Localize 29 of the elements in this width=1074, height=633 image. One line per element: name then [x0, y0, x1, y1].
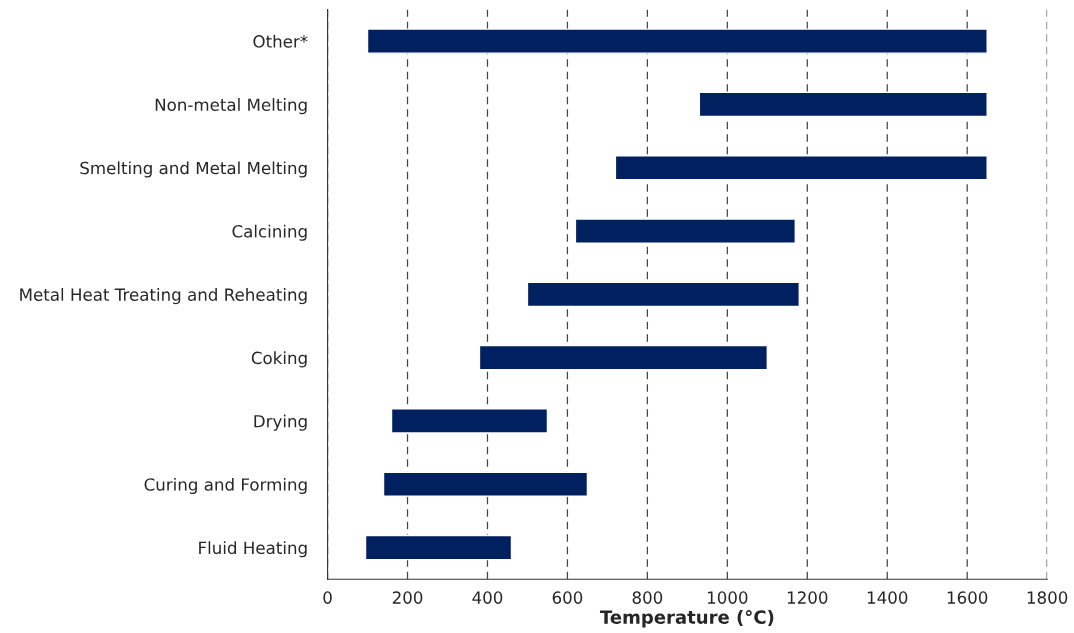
- bar: [364, 534, 513, 561]
- x-tick-label: 1000: [707, 591, 748, 604]
- bar: [366, 28, 988, 54]
- x-tick-label: 1600: [947, 591, 988, 604]
- bar: [698, 91, 988, 118]
- x-tick-label: 800: [632, 591, 663, 604]
- x-tick-label: 400: [472, 591, 503, 604]
- y-tick-label: Other*: [253, 34, 308, 48]
- x-tick-label: 1800: [1027, 591, 1068, 604]
- x-tick-label: 1400: [867, 591, 908, 604]
- x-tick-label: 0: [323, 591, 332, 604]
- y-tick-label: Curing and Forming: [144, 477, 307, 495]
- x-tick-label: 1200: [787, 591, 828, 604]
- bar: [390, 408, 549, 434]
- y-tick-label: Non-metal Melting: [155, 98, 307, 115]
- bar: [478, 344, 769, 371]
- y-tick-label: Fluid Heating: [199, 541, 307, 558]
- y-tick-label: Smelting and Metal Melting: [80, 161, 307, 178]
- x-tick-label: 600: [552, 591, 583, 604]
- y-tick-label: Drying: [254, 414, 307, 431]
- y-tick-label: Coking: [251, 351, 307, 368]
- y-tick-label: Metal Heat Treating and Reheating: [20, 288, 307, 305]
- x-axis-title: Temperature (°C): [599, 609, 774, 628]
- bar: [614, 155, 988, 181]
- bar: [526, 281, 800, 308]
- x-tick-label: 200: [392, 591, 423, 604]
- bar: [574, 218, 796, 244]
- y-tick-label: Calcining: [232, 224, 307, 241]
- bar: [382, 471, 589, 497]
